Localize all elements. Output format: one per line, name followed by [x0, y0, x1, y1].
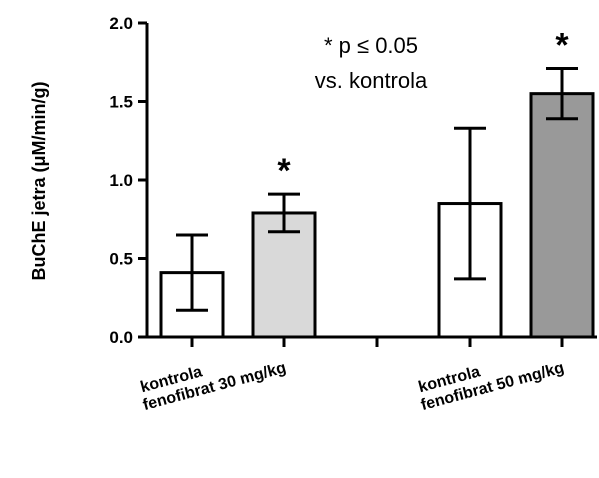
y-tick-label-1: 0.5: [109, 250, 133, 269]
y-tick-label-0: 0.0: [109, 328, 133, 347]
significance-star-3: *: [555, 27, 569, 65]
error-bars: [176, 67, 578, 312]
y-tick-label-3: 1.5: [109, 93, 133, 112]
y-axis-label: BuChE jetra (μM/min/g): [29, 81, 49, 280]
significance-star-1: *: [277, 152, 291, 190]
annotation-line-1: * p ≤ 0.05: [324, 33, 418, 58]
bars: [159, 92, 595, 339]
y-tick-label-4: 2.0: [109, 14, 133, 33]
annotation-line-2: vs. kontrola: [315, 68, 428, 93]
y-tick-label-2: 1.0: [109, 171, 133, 190]
bar-3: [529, 92, 595, 339]
